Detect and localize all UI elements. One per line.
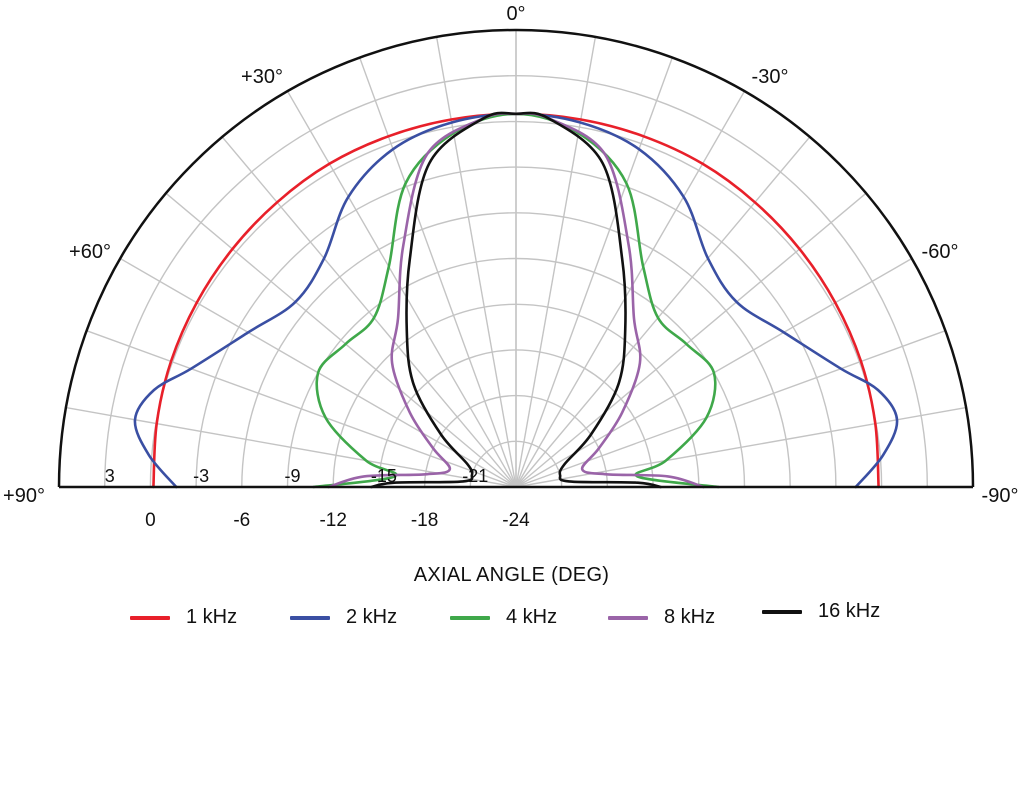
polar-chart: 0° +30° -30° +60° -60° +90° -90° -24 -18 -12 -6 0 3 -… <box>3 3 1018 531</box>
radial-tick-label: -12 <box>319 510 346 531</box>
legend-item-16khz: 16 kHz <box>762 600 880 623</box>
legend-swatch <box>290 615 330 620</box>
ring-label: -21 <box>462 466 488 486</box>
angle-label: -90° <box>982 485 1019 507</box>
angle-label: +30° <box>241 66 283 88</box>
legend-swatch <box>130 615 170 620</box>
ring-label: -3 <box>193 466 209 486</box>
grid-ring <box>469 440 563 488</box>
chart-labels: 0° +30° -30° +60° -60° +90° -90° -24 -18 -12 -6 0 3 -… <box>3 3 1018 531</box>
legend-label: 4 kHz <box>506 606 558 628</box>
legend-item-4khz: 4 kHz <box>450 606 557 629</box>
legend-swatch <box>608 615 648 620</box>
grid-ring <box>104 75 928 488</box>
polar-grid <box>65 30 967 488</box>
angle-label: 0° <box>506 3 525 25</box>
grid-ring <box>423 394 609 488</box>
grid-ring <box>195 166 837 488</box>
angle-label: +90° <box>3 485 45 507</box>
grid-ring <box>241 212 791 488</box>
legend-swatch <box>450 615 490 620</box>
ring-label: -9 <box>284 466 300 486</box>
grid-ring <box>286 257 746 488</box>
polar-frame <box>57 28 975 489</box>
legend-label: 8 kHz <box>664 606 716 628</box>
series-lines <box>133 111 899 489</box>
grid-ring <box>332 303 700 488</box>
angle-label: -60° <box>922 241 959 263</box>
x-axis-label: AXIAL ANGLE (DEG) <box>413 564 610 586</box>
legend-item-1khz: 1 kHz <box>130 606 237 629</box>
radial-tick-label: -18 <box>411 510 438 531</box>
radial-tick-label: -6 <box>233 510 250 531</box>
legend-swatch <box>762 609 802 614</box>
legend-label: 16 kHz <box>818 600 881 622</box>
ring-label: 3 <box>105 466 115 486</box>
angle-label: -30° <box>752 66 789 88</box>
legend-item-2khz: 2 kHz <box>290 606 397 629</box>
legend-label: 1 kHz <box>186 606 238 628</box>
radial-tick-label: 0 <box>145 510 156 531</box>
radial-tick-label: -24 <box>502 510 530 531</box>
ring-label: -15 <box>371 466 397 486</box>
legend-label: 2 kHz <box>346 606 398 628</box>
outer-arc <box>57 28 975 488</box>
legend-item-8khz: 8 kHz <box>608 606 715 629</box>
grid-ring <box>378 349 654 488</box>
legend: 1 kHz 2 kHz 4 kHz 8 kHz 16 kHz <box>130 600 930 646</box>
grid-ring <box>149 120 883 488</box>
angle-label: +60° <box>69 241 111 263</box>
series-line-16khz <box>370 111 662 489</box>
